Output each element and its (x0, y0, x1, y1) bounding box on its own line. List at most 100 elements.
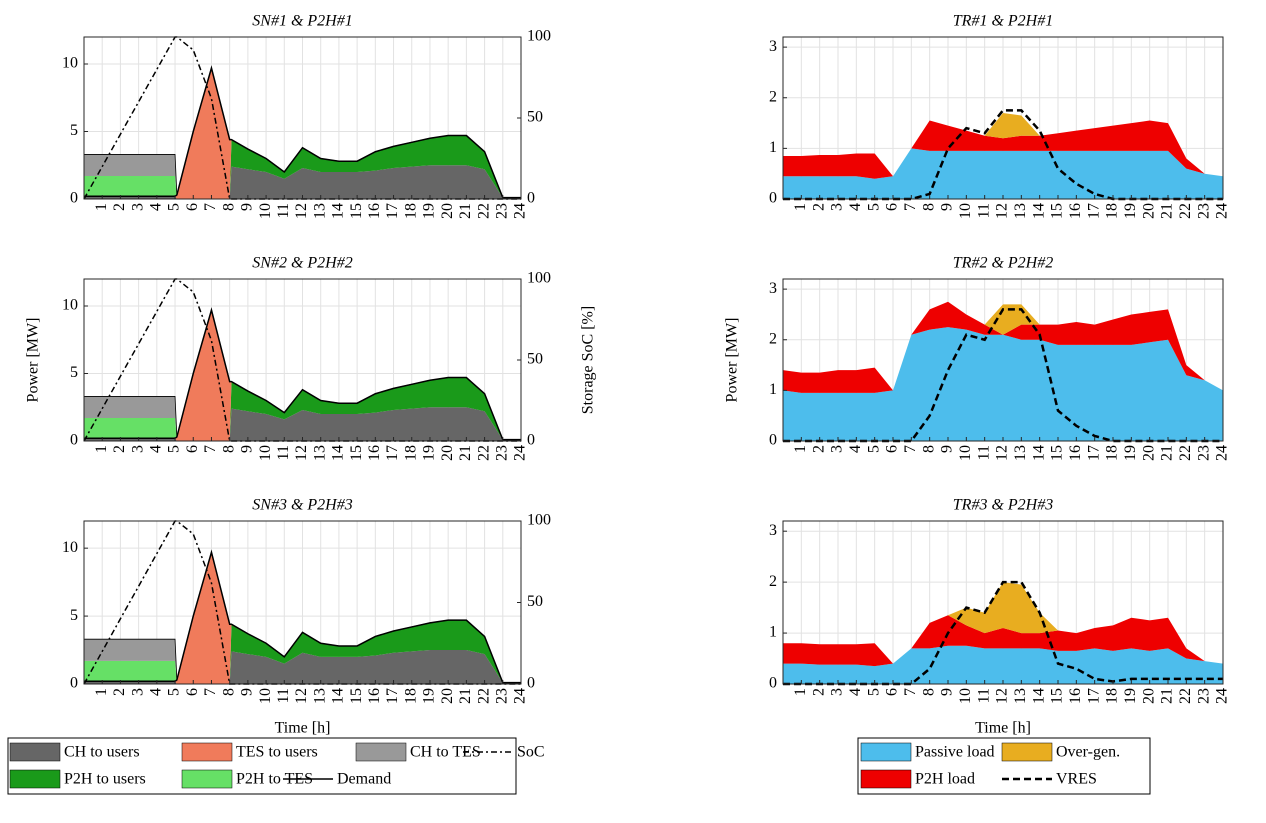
area (84, 165, 521, 199)
legend-label: VRES (1056, 771, 1097, 788)
y-tick-label: 0 (70, 675, 78, 692)
chart-title: TR#2 & P2H#2 (953, 255, 1053, 272)
x-tick-label: 6 (884, 445, 901, 453)
x-tick-label: 5 (166, 445, 183, 453)
x-tick-label: 7 (202, 203, 219, 211)
x-tick-label: 3 (829, 688, 846, 696)
x-tick-label: 7 (902, 203, 919, 211)
x-tick-label: 4 (847, 203, 864, 211)
x-tick-label: 14 (330, 688, 347, 704)
x-tick-label: 12 (293, 203, 310, 219)
x-tick-label: 20 (1140, 445, 1157, 461)
x-tick-label: 15 (348, 445, 365, 461)
y2-axis-label: Storage SoC [%] (580, 306, 597, 414)
x-tick-label: 20 (439, 203, 456, 219)
x-tick-label: 19 (421, 688, 438, 704)
legend-label: Over-gen. (1056, 744, 1120, 761)
x-tick-label: 19 (421, 445, 438, 461)
area (783, 301, 1223, 393)
x-tick-label: 16 (1067, 688, 1084, 704)
x-tick-label: 5 (865, 445, 882, 453)
x-tick-label: 14 (1030, 203, 1047, 219)
x-tick-label: 23 (493, 445, 510, 461)
x-tick-label: 13 (1012, 445, 1029, 461)
x-tick-label: 20 (439, 688, 456, 704)
y-tick-label: 5 (70, 364, 78, 381)
area (84, 377, 521, 441)
x-tick-label: 24 (512, 203, 529, 219)
x-tick-label: 2 (111, 445, 128, 453)
x-tick-label: 14 (1030, 688, 1047, 704)
x-tick-label: 23 (1195, 203, 1212, 219)
x-tick-label: 11 (975, 203, 992, 218)
x-tick-label: 2 (810, 203, 827, 211)
x-tick-label: 6 (184, 445, 201, 453)
x-tick-label: 3 (129, 445, 146, 453)
x-tick-label: 1 (93, 203, 110, 211)
x-tick-label: 15 (1049, 203, 1066, 219)
x-tick-label: 12 (994, 688, 1011, 704)
x-tick-label: 9 (939, 445, 956, 453)
x-tick-label: 22 (475, 688, 492, 704)
y-tick-label: 2 (769, 573, 777, 590)
x-tick-label: 11 (275, 445, 292, 460)
y-tick-label: 0 (70, 190, 78, 207)
x-tick-label: 15 (1049, 688, 1066, 704)
x-tick-label: 3 (829, 445, 846, 453)
x-tick-label: 24 (512, 688, 529, 704)
y-tick-label: 2 (769, 88, 777, 105)
x-tick-label: 12 (293, 688, 310, 704)
x-tick-label: 10 (257, 445, 274, 461)
x-tick-label: 9 (939, 203, 956, 211)
y-tick-label: 5 (70, 607, 78, 624)
x-tick-label: 11 (275, 203, 292, 218)
x-tick-label: 12 (994, 203, 1011, 219)
x-tick-label: 2 (111, 688, 128, 696)
x-tick-label: 2 (810, 688, 827, 696)
x-tick-label: 8 (920, 203, 937, 211)
x-tick-label: 3 (829, 203, 846, 211)
x-tick-label: 23 (1195, 445, 1212, 461)
area (783, 301, 1223, 391)
x-tick-label: 10 (957, 445, 974, 461)
x-tick-label: 12 (293, 445, 310, 461)
y-tick-label: 1 (769, 624, 777, 641)
area (783, 327, 1223, 441)
x-tick-label: 2 (810, 445, 827, 453)
x-tick-label: 12 (994, 445, 1011, 461)
legend-label: CH to users (64, 744, 140, 761)
x-tick-label: 24 (1214, 445, 1231, 461)
x-tick-label: 8 (920, 688, 937, 696)
legend-swatch (9, 742, 61, 762)
chart-title: SN#3 & P2H#3 (252, 497, 352, 514)
y2-tick-label: 0 (527, 675, 535, 692)
x-tick-label: 18 (402, 688, 419, 704)
line (84, 65, 521, 199)
y-tick-label: 0 (769, 432, 777, 449)
y2-tick-label: 50 (527, 593, 543, 610)
y-tick-label: 10 (62, 55, 78, 72)
x-tick-label: 20 (439, 445, 456, 461)
x-tick-label: 15 (348, 688, 365, 704)
area (84, 620, 521, 684)
y2-tick-label: 100 (527, 28, 551, 45)
x-tick-label: 1 (792, 688, 809, 696)
x-tick-label: 18 (402, 445, 419, 461)
x-tick-label: 16 (1067, 203, 1084, 219)
area (783, 120, 1223, 179)
x-tick-label: 17 (1085, 445, 1102, 461)
area (84, 310, 521, 440)
x-tick-label: 13 (311, 203, 328, 219)
y2-tick-label: 50 (527, 109, 543, 126)
x-tick-label: 7 (202, 688, 219, 696)
area (84, 552, 521, 684)
x-tick-label: 19 (1122, 203, 1139, 219)
legend-swatch (181, 769, 233, 789)
x-tick-label: 4 (148, 203, 165, 211)
x-tick-label: 1 (792, 445, 809, 453)
y2-tick-label: 0 (527, 432, 535, 449)
area (783, 148, 1223, 199)
x-tick-label: 18 (1104, 445, 1121, 461)
x-tick-label: 13 (311, 688, 328, 704)
